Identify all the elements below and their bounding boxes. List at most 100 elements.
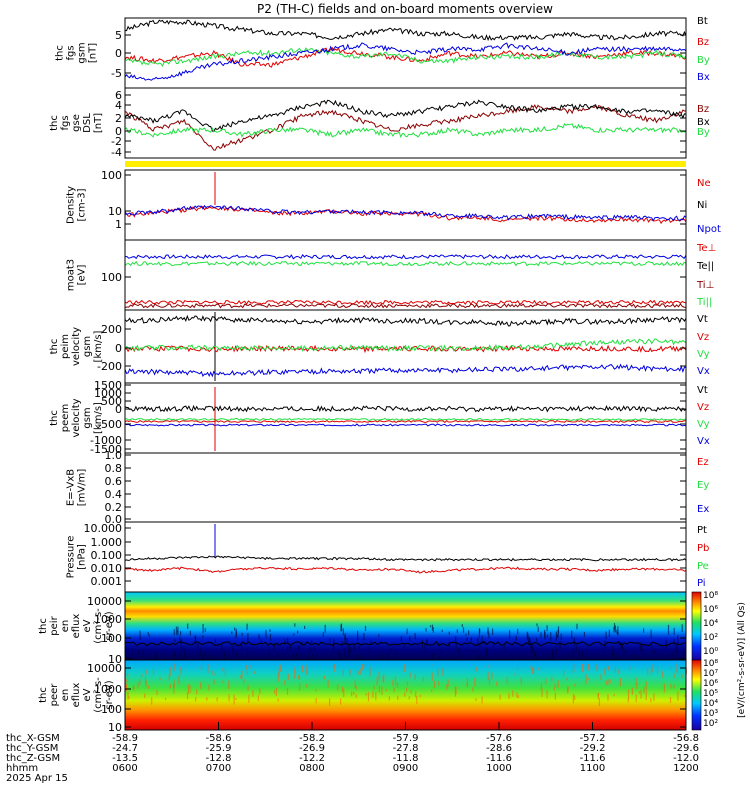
spectrogram-texture [284,638,286,645]
y-label-line: thc [49,410,60,426]
spectrogram-texture [575,644,577,651]
x-tick-label-t: 0600 [112,763,137,774]
peir-spectrogram [125,592,686,660]
spectrogram-texture [357,655,360,661]
quality-flag-bar [125,161,686,167]
series-Bt-line [124,19,687,42]
spectrogram-texture [657,666,659,675]
y-label-line: (cm²-s- [93,677,104,713]
y-label-line: fgs [60,115,71,130]
spectrogram-texture [213,679,215,685]
spectrogram-texture [138,651,140,654]
spectrogram-texture [650,668,652,675]
y-label-line: sr-eV) [104,680,115,709]
y-label-line: [nT] [93,113,104,133]
y-label-line: [km/s] [93,402,104,434]
spectrogram-texture [400,636,402,642]
y-tick-label: 5 [115,29,122,42]
x-tick-label-t: 1200 [673,763,698,774]
spectrogram-texture [233,694,235,705]
panel-fgs: 5 0 -5 thc fgs gsm [nT] Bt Bz By Bx [55,16,710,89]
temperature-trace [124,260,687,267]
spectrogram-texture [357,630,359,641]
spectrogram-texture [571,630,573,639]
ephemeris-row-label: hhmm [6,763,38,774]
spectrogram-texture [414,674,416,680]
spectrogram-texture [322,632,324,637]
spectrogram-texture [576,623,578,630]
spectrogram-texture [629,666,631,671]
spectrogram-texture [673,627,675,635]
legend-Ez: Ez [697,457,709,468]
spectrogram-texture [200,665,202,670]
spectrogram-texture [645,681,647,691]
spectrogram-texture [681,624,683,632]
spectrogram-texture [472,687,474,692]
spectrogram-texture [534,652,536,656]
spectrogram-texture [306,656,308,660]
legend-Vx: Vx [697,436,710,447]
spectrogram-texture [676,643,678,653]
y-tick-label: 0.4 [105,488,123,501]
spectrogram-texture [609,679,611,684]
series-Vt-line [124,314,687,327]
x-tick-label-x: -57.6 [486,733,512,744]
spectrogram-texture [479,629,481,633]
spectrogram-texture [214,639,217,644]
legend-Bx: Bx [697,72,710,83]
spectrogram-texture [573,637,575,646]
spectrogram-texture [353,691,355,695]
spectrogram-texture [196,689,198,695]
spectrogram-texture [367,692,370,702]
spectrogram-texture [173,663,175,671]
y-axis-label: thc peir en eflux eV (cm²-s-sr-eV) [38,608,115,644]
spectrogram-texture [173,685,175,694]
y-label-line: eV [82,619,93,632]
spectrogram-texture [607,679,609,685]
spectrogram-texture [641,645,643,654]
spectrogram-texture [388,696,390,701]
y-label-line: (cm²-s- [93,608,104,644]
spectrogram-texture [357,671,359,675]
panel-frame [124,239,687,311]
spectrogram-texture [252,690,254,697]
spectrogram-texture [529,638,531,643]
y-tick-label: -200 [97,360,122,373]
spectrogram-texture [527,638,530,646]
x-tick-label-x: -58.2 [299,733,325,744]
spectrogram-texture [540,682,542,690]
spectrogram-texture [557,680,559,688]
x-tick-label-t: 1000 [486,763,511,774]
spectrogram-texture [375,692,377,701]
spectrogram-texture [394,676,397,686]
legend-Vt: Vt [697,314,708,325]
legend-Vz: Vz [697,332,709,343]
colorbar-upper [691,591,702,661]
spectrogram-texture [241,643,243,651]
spectrogram-texture [447,679,449,687]
spectrogram-texture [277,653,279,659]
spectrogram-texture [373,686,375,690]
spectrogram-texture [408,696,410,700]
spectrogram-texture [446,684,448,690]
velocity-trace [124,419,687,424]
spacecraft-potential-line [124,640,687,647]
spectrogram-texture [409,635,411,641]
series-By-line [124,123,687,139]
spectrogram-texture [468,630,470,636]
y-axis-label: moat3 [eV] [66,259,88,291]
spectrogram-texture [600,674,602,680]
spectrogram-texture [465,633,467,636]
y-tick-label: 0.100 [91,549,123,562]
spectrogram-texture [613,653,615,659]
spectrogram-texture [677,635,679,645]
colorbar-tick: 10² [703,633,718,643]
spectrogram-texture [245,664,247,670]
y-axis-label: thc peim velocity gsm [km/s] [49,327,104,366]
legend-Vx: Vx [697,366,710,377]
velocity-trace [124,417,687,421]
panel-frame [124,521,687,593]
spectrogram-texture [532,647,534,652]
spectrogram-texture [273,643,275,650]
